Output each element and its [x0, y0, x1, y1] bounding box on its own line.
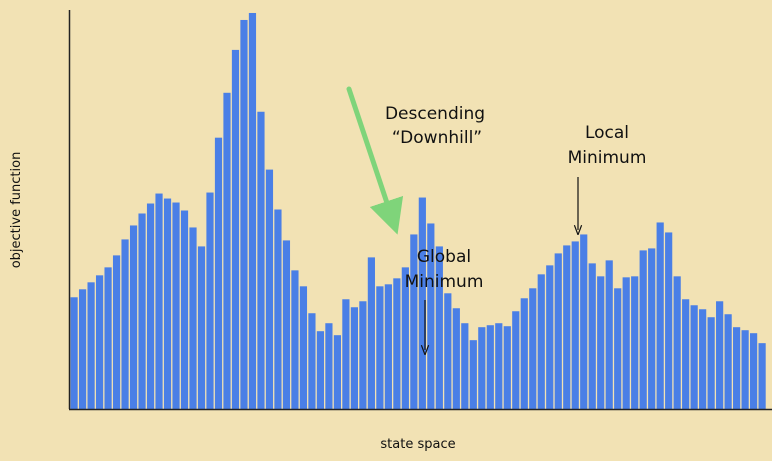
bar: [384, 284, 392, 409]
bar: [138, 213, 146, 409]
bar: [87, 282, 95, 409]
descending-label-line1: Descending: [385, 104, 485, 124]
bar: [274, 209, 282, 409]
global-minimum-label-line1: Global: [417, 247, 471, 267]
bar: [240, 19, 248, 409]
bar: [605, 260, 613, 409]
bar: [580, 234, 588, 409]
bar: [78, 289, 87, 409]
local-minimum-label-line1: Local: [585, 123, 629, 143]
bar: [257, 111, 265, 409]
bar: [750, 333, 758, 409]
bar: [529, 288, 537, 409]
bar: [435, 246, 443, 409]
bar: [520, 298, 528, 409]
x-axis-label: state space: [380, 437, 455, 452]
bar: [180, 210, 189, 409]
bar: [70, 297, 78, 409]
local-minimum-label-line2: Minimum: [568, 148, 647, 168]
bar: [597, 276, 605, 409]
bar: [427, 223, 435, 409]
bar: [325, 323, 333, 409]
bar: [665, 232, 673, 409]
bar: [282, 240, 291, 409]
bar: [478, 327, 486, 409]
bar: [716, 301, 724, 409]
bar: [333, 335, 341, 409]
bar: [486, 325, 494, 409]
bar: [163, 198, 172, 409]
bar: [155, 193, 163, 409]
bar: [631, 276, 639, 409]
bar: [231, 49, 240, 410]
bar: [733, 327, 741, 409]
bar: [699, 309, 707, 409]
bar: [639, 250, 647, 409]
bar: [418, 197, 426, 409]
bar: [172, 202, 180, 409]
bar: [563, 245, 571, 409]
bar: [571, 241, 579, 409]
bar: [206, 192, 214, 409]
bar: [291, 270, 299, 409]
bar: [758, 343, 766, 409]
bar: [554, 253, 562, 409]
bar: [537, 274, 545, 409]
bar: [724, 314, 732, 409]
bar: [656, 222, 664, 409]
bar: [622, 277, 630, 409]
bar: [121, 239, 129, 409]
bar: [376, 286, 384, 409]
bar: [452, 308, 460, 409]
bar: [495, 323, 503, 409]
bar: [444, 293, 452, 409]
bar: [308, 313, 316, 409]
bar: [741, 330, 749, 409]
bar: [95, 275, 104, 409]
bar: [588, 263, 596, 410]
bar: [214, 137, 223, 409]
bar: [189, 227, 197, 409]
bar: [316, 331, 325, 409]
bar: [342, 299, 350, 409]
bar: [707, 317, 715, 409]
bar: [129, 225, 138, 409]
bar: [359, 301, 367, 409]
bar: [461, 323, 469, 409]
bar: [546, 265, 554, 409]
bar: [248, 12, 257, 410]
bar: [401, 267, 409, 410]
bar: [673, 276, 681, 409]
descending-arrow: [346, 86, 404, 235]
bar: [410, 234, 418, 409]
bar: [614, 288, 622, 409]
global-minimum-label-line2: Minimum: [405, 272, 484, 292]
y-axis-label: objective function: [9, 152, 24, 269]
bar: [648, 248, 656, 409]
bar: [682, 299, 690, 409]
bar: [112, 255, 121, 409]
bar: [223, 92, 231, 409]
bar: [393, 278, 401, 409]
bar: [299, 286, 308, 409]
bar: [469, 340, 477, 409]
bars-group: [70, 12, 766, 410]
bar: [503, 326, 511, 409]
bar: [104, 267, 112, 410]
bar: [146, 203, 155, 409]
bar: [512, 311, 520, 410]
bar: [197, 246, 206, 409]
bar: [265, 169, 274, 409]
descending-label-line2: “Downhill”: [392, 128, 482, 148]
bar: [350, 307, 358, 409]
bar: [367, 257, 375, 409]
bar: [690, 305, 698, 409]
